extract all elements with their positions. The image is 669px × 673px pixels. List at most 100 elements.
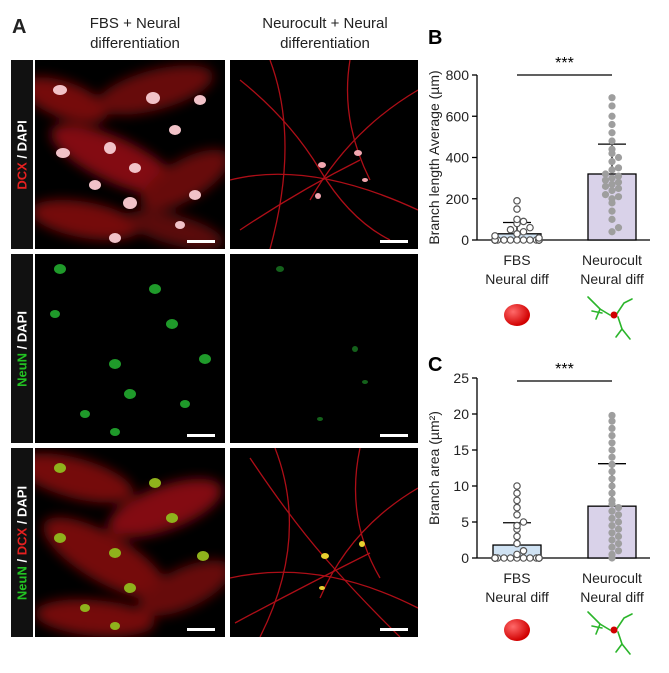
data-point	[614, 184, 623, 193]
column-header-neurocult-line2: differentiation	[280, 35, 370, 52]
y-tick-label: 0	[461, 232, 469, 248]
data-point	[513, 521, 521, 530]
label-dcx: DCX	[14, 527, 30, 555]
row-label-dcx-dapi: DCX / DAPI	[11, 60, 33, 249]
data-point	[535, 554, 543, 562]
bar-neurocult	[587, 505, 637, 559]
data-point	[608, 489, 616, 497]
data-point	[601, 182, 610, 190]
label-sep: /	[14, 516, 30, 528]
data-point	[608, 514, 616, 523]
data-point	[608, 174, 616, 182]
y-tick-label: 15	[453, 442, 469, 458]
x-category-label-line1: FBS	[503, 570, 530, 586]
data-point	[608, 112, 616, 120]
data-point	[526, 554, 534, 562]
y-tick-label: 800	[446, 67, 470, 83]
x-category-label-line1: FBS	[503, 252, 530, 268]
data-point	[491, 554, 499, 562]
row-label-neun-dapi: NeuN / DAPI	[11, 254, 33, 443]
data-point	[493, 554, 502, 562]
data-point	[608, 554, 616, 562]
data-point	[608, 417, 616, 425]
y-axis-label: Branch length Average (µm)	[426, 70, 442, 244]
data-point	[608, 180, 616, 188]
data-point	[491, 236, 499, 244]
micrograph-neurocult-dcx-dapi	[230, 60, 418, 249]
data-point	[535, 554, 543, 562]
micrograph-fbs-dcx-dapi	[35, 60, 225, 249]
data-point	[614, 164, 623, 172]
data-point	[532, 554, 541, 562]
data-point	[614, 532, 623, 541]
data-point	[491, 236, 499, 244]
data-point	[513, 215, 521, 224]
column-header-fbs-line1: FBS + Neural	[89, 15, 181, 32]
data-point	[526, 236, 534, 244]
data-point	[506, 554, 515, 562]
red-sphere-icon	[504, 304, 530, 326]
data-point	[608, 536, 616, 544]
data-point	[608, 468, 616, 476]
data-point	[491, 554, 499, 562]
data-point	[513, 219, 521, 228]
scale-bar	[187, 240, 215, 243]
data-point	[519, 217, 528, 226]
data-point	[608, 207, 616, 215]
data-point	[614, 172, 623, 180]
x-category-label-line2: Neural diff	[485, 589, 549, 605]
data-point	[491, 554, 499, 562]
data-point	[526, 223, 534, 232]
data-point	[614, 178, 623, 186]
data-point	[608, 496, 616, 504]
y-tick-label: 25	[453, 370, 469, 386]
x-category-label-line1: Neurocult	[582, 570, 642, 586]
data-point	[608, 453, 616, 461]
data-point	[608, 199, 616, 207]
scale-bar	[380, 628, 408, 631]
data-point	[532, 236, 541, 244]
data-point	[500, 236, 508, 244]
data-point	[493, 236, 502, 244]
bar-fbs	[492, 233, 542, 241]
label-dapi: DAPI	[14, 485, 30, 517]
data-point	[614, 511, 623, 519]
y-axis-label: Branch area (µm²)	[426, 411, 442, 525]
data-point	[608, 529, 616, 537]
data-point	[608, 120, 616, 129]
data-point	[608, 411, 616, 420]
y-tick-label: 0	[461, 550, 469, 566]
data-point	[519, 518, 528, 526]
data-point	[513, 236, 521, 244]
data-point	[513, 205, 521, 213]
panel-letter-b: B	[428, 27, 442, 49]
data-point	[513, 532, 521, 541]
data-point	[608, 186, 616, 195]
scale-bar	[380, 434, 408, 437]
data-point	[614, 540, 623, 548]
column-header-neurocult: Neurocult + Neural differentiation	[220, 14, 430, 54]
data-point	[614, 547, 623, 555]
data-point	[506, 236, 515, 244]
data-point	[506, 225, 515, 234]
data-point	[608, 215, 616, 223]
data-point	[608, 522, 616, 530]
bar-neurocult	[587, 173, 637, 241]
data-point	[513, 554, 521, 562]
y-tick-label: 5	[461, 514, 469, 530]
neuron-icon	[587, 611, 633, 655]
data-point	[519, 546, 528, 555]
data-point	[491, 236, 499, 244]
chart-panel-c: C 0 5 10 15 20 25 Branch area (µm²) FBS Neural di…	[426, 354, 650, 655]
data-point	[608, 550, 616, 559]
data-point	[535, 236, 543, 244]
data-point	[608, 129, 616, 137]
row-label-text: DCX / DAPI	[15, 120, 30, 189]
data-point	[614, 504, 623, 512]
bar-fbs	[492, 544, 542, 559]
data-point	[535, 554, 543, 562]
data-point	[513, 496, 521, 505]
label-dapi: DAPI	[14, 119, 30, 151]
data-point	[608, 94, 616, 102]
